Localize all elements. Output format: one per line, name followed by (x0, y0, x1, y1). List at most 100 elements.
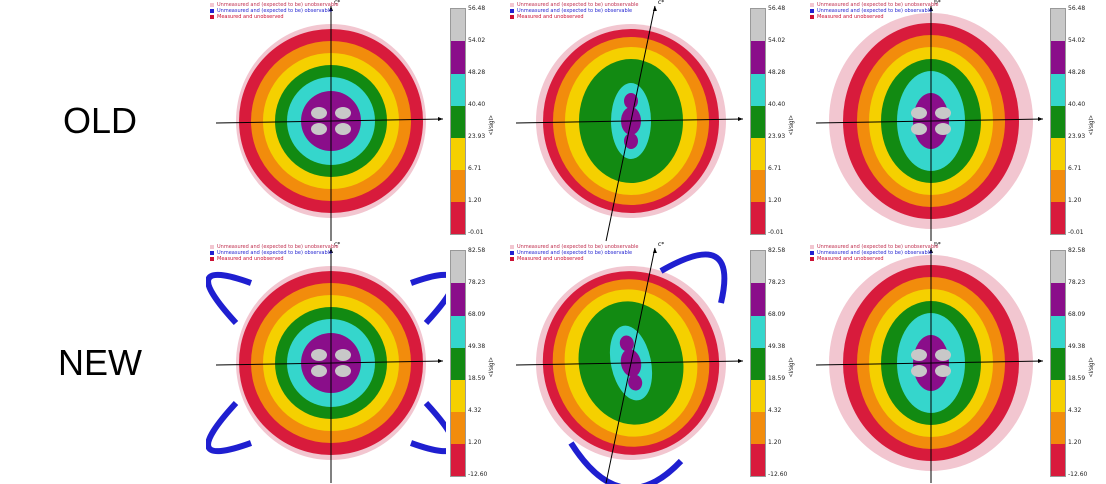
legend-item: Unmeasured and (expected to be) unobserv… (810, 2, 938, 8)
colorbar-segment (751, 41, 765, 74)
legend-item: Unmeasured and (expected to be) unobserv… (210, 244, 338, 250)
colorbar-tick-label: 4.32 (768, 407, 782, 414)
horizontal-axis (815, 360, 1044, 366)
arrowhead (738, 117, 743, 121)
legend-item: Measured and unobserved (210, 14, 338, 20)
legend-item: Measured and unobserved (510, 256, 638, 262)
legend-text: Unmeasured and (expected to be) unobserv… (517, 2, 639, 8)
colorbar-segment (451, 316, 465, 348)
colorbar (450, 8, 466, 235)
colorbar-tick-label: 68.09 (768, 311, 786, 318)
colorbar-segment (1051, 202, 1065, 234)
colorbar-tick-label: 23.93 (1068, 133, 1086, 140)
colorbar-tick-label: 23.93 (468, 133, 486, 140)
legend: Unmeasured and (expected to be) unobserv… (510, 2, 638, 20)
colorbar-segment (451, 9, 465, 41)
horizontal-axis (815, 118, 1044, 124)
colorbar-tick-label: -12.60 (1068, 471, 1088, 478)
max-intensity-lobe (311, 107, 327, 119)
colorbar-segment (1051, 380, 1065, 412)
colorbar-tick-label: 54.02 (468, 37, 486, 44)
colorbar-segment (451, 283, 465, 316)
colorbar-tick-label: 56.48 (468, 5, 486, 12)
reciprocal-space-plot: a*c* (515, 0, 744, 242)
colorbar-segment (751, 444, 765, 476)
colorbar-tick-label: 1.20 (768, 197, 782, 204)
arrowhead (652, 6, 657, 11)
y-axis-label: c* (658, 242, 664, 248)
colorbar-segment (451, 106, 465, 138)
reciprocal-space-plot: a*c* (515, 242, 744, 484)
inner-lobe (619, 335, 634, 352)
arrowhead (438, 117, 443, 121)
max-intensity-lobe (311, 349, 327, 361)
colorbar-tick-label: 78.23 (468, 279, 486, 286)
legend-item: Measured and unobserved (810, 256, 938, 262)
legend-swatch (810, 256, 814, 261)
observable-unmeasured-patch (206, 400, 253, 454)
heatmap-panel-old-2: a*c*Unmeasured and (expected to be) unob… (506, 0, 806, 242)
colorbar-segment (751, 412, 765, 444)
legend: Unmeasured and (expected to be) unobserv… (510, 244, 638, 262)
legend-text: Unmeasured and (expected to be) observab… (217, 8, 333, 14)
legend-text: Unmeasured and (expected to be) observab… (817, 250, 933, 256)
legend-text: Measured and unobserved (217, 14, 284, 20)
colorbar-segment (1051, 316, 1065, 348)
colorbar-segment (451, 412, 465, 444)
colorbar-segment (451, 138, 465, 170)
legend-text: Unmeasured and (expected to be) unobserv… (217, 2, 339, 8)
colorbar-segment (751, 251, 765, 283)
legend-text: Unmeasured and (expected to be) unobserv… (817, 244, 939, 250)
colorbar-tick-label: 56.48 (1068, 5, 1086, 12)
colorbar-segment (1051, 74, 1065, 106)
colorbar-tick-label: -12.60 (468, 471, 488, 478)
legend-text: Unmeasured and (expected to be) unobserv… (217, 244, 339, 250)
legend: Unmeasured and (expected to be) unobserv… (810, 244, 938, 262)
colorbar-title: <I/sigI> (1089, 115, 1095, 135)
legend-swatch (210, 14, 214, 19)
colorbar-segment (451, 170, 465, 202)
colorbar-segment (1051, 412, 1065, 444)
row-label-new: NEW (58, 342, 142, 383)
legend-swatch (210, 2, 214, 7)
colorbar-tick-label: 1.20 (1068, 197, 1082, 204)
colorbar-segment (751, 283, 765, 316)
colorbar-segment (751, 202, 765, 234)
max-intensity-lobe (911, 107, 927, 119)
colorbar-tick-label: 40.40 (1068, 101, 1086, 108)
colorbar-tick-label: 1.20 (468, 197, 482, 204)
colorbar-tick-label: 49.38 (1068, 343, 1086, 350)
max-intensity-lobe (935, 365, 951, 377)
legend: Unmeasured and (expected to be) unobserv… (210, 2, 338, 20)
arrowhead (1038, 117, 1043, 121)
colorbar-segment (751, 138, 765, 170)
legend-item: Unmeasured and (expected to be) observab… (510, 8, 638, 14)
legend-text: Unmeasured and (expected to be) unobserv… (517, 244, 639, 250)
colorbar-tick-label: 4.32 (468, 407, 482, 414)
heatmap-panel-new-1: b*c*Unmeasured and (expected to be) unob… (206, 242, 506, 484)
y-axis-label: b* (934, 0, 941, 6)
legend-text: Measured and unobserved (817, 256, 884, 262)
legend-item: Unmeasured and (expected to be) observab… (210, 8, 338, 14)
colorbar-segment (451, 41, 465, 74)
arrowhead (929, 6, 933, 11)
heatmap-panel-new-3: a*b*Unmeasured and (expected to be) unob… (806, 242, 1106, 484)
legend-swatch (510, 256, 514, 261)
horizontal-axis (215, 360, 444, 366)
legend-text: Unmeasured and (expected to be) unobserv… (817, 2, 939, 8)
arrowhead (652, 248, 657, 253)
colorbar-tick-label: 40.40 (768, 101, 786, 108)
colorbar-tick-label: 82.58 (1068, 247, 1086, 254)
legend: Unmeasured and (expected to be) unobserv… (210, 244, 338, 262)
max-intensity-lobe (911, 349, 927, 361)
colorbar-tick-label: 54.02 (768, 37, 786, 44)
colorbar-tick-label: -0.01 (768, 229, 784, 236)
inner-lobe (628, 374, 643, 391)
y-axis-label: b* (934, 242, 941, 248)
legend-swatch (210, 250, 214, 255)
heatmap-panel-new-2: a*c*Unmeasured and (expected to be) unob… (506, 242, 806, 484)
colorbar-tick-label: 82.58 (768, 247, 786, 254)
colorbar-segment (751, 380, 765, 412)
horizontal-axis (515, 360, 744, 366)
colorbar-tick-label: 48.28 (468, 69, 486, 76)
